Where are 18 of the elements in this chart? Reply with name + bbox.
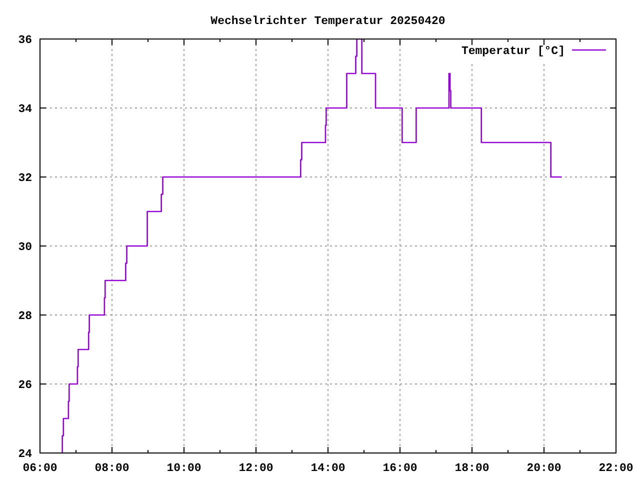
y-tick-label: 28 [18, 310, 32, 323]
y-tick-label: 26 [18, 379, 32, 392]
y-tick-label: 36 [18, 34, 32, 47]
x-tick-label: 22:00 [598, 462, 634, 475]
chart-title: Wechselrichter Temperatur 20250420 [210, 15, 446, 28]
x-tick-label: 14:00 [310, 462, 346, 475]
x-tick-label: 20:00 [526, 462, 562, 475]
x-tick-label: 08:00 [94, 462, 130, 475]
x-tick-label: 10:00 [166, 462, 202, 475]
y-tick-label: 24 [18, 448, 32, 461]
x-tick-label: 16:00 [382, 462, 418, 475]
x-tick-label: 06:00 [22, 462, 58, 475]
y-tick-label: 32 [18, 172, 32, 185]
y-tick-label: 34 [18, 103, 32, 116]
x-tick-label: 12:00 [238, 462, 274, 475]
y-tick-label: 30 [18, 241, 32, 254]
x-tick-label: 18:00 [454, 462, 490, 475]
legend-label: Temperatur [°C] [461, 45, 565, 58]
